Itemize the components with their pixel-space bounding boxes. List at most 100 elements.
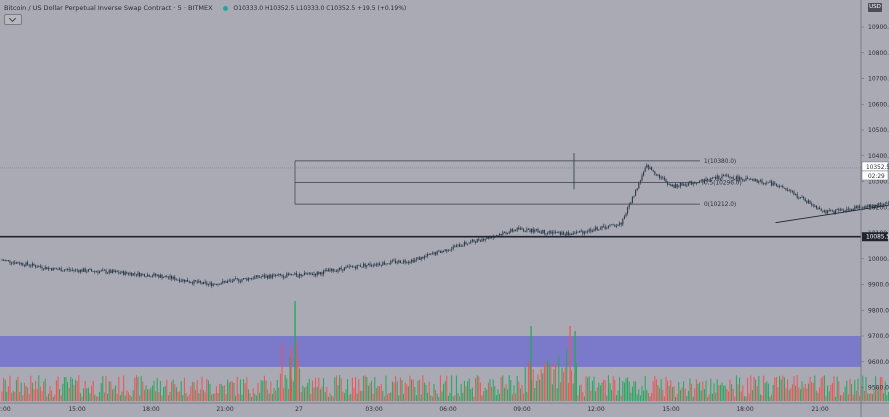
symbol-title[interactable]: Bitcoin / US Dollar Perpetual Inverse Sw…	[4, 4, 213, 12]
candle-body	[353, 266, 355, 268]
candle-body	[123, 271, 125, 275]
candle-body	[236, 278, 238, 280]
candle-body	[415, 258, 417, 260]
volume-bar	[227, 379, 229, 401]
volume-bar	[881, 376, 883, 401]
volume-bar	[46, 396, 48, 401]
candle-body	[380, 265, 382, 266]
volume-bar	[447, 395, 449, 401]
candle-body	[715, 177, 717, 179]
candle-body	[291, 274, 293, 276]
candle-body	[431, 253, 433, 255]
volume-bar	[183, 377, 185, 401]
volume-bar	[39, 386, 41, 401]
candle-body	[308, 272, 310, 274]
volume-bar	[191, 381, 193, 401]
volume-bar	[415, 395, 417, 401]
volume-bar	[798, 387, 800, 401]
candle-body	[724, 174, 726, 176]
candle-body	[17, 262, 19, 264]
volume-bar	[470, 389, 472, 401]
candle-body	[23, 265, 25, 266]
candle-body	[110, 270, 112, 273]
candle-body	[871, 206, 873, 208]
candle-body	[67, 269, 69, 270]
volume-bar	[44, 378, 46, 401]
candle-body	[47, 267, 49, 270]
candle-body	[764, 183, 766, 184]
fibonacci-retracement[interactable]: 1(10380.0) 0.5(10296.0) 0(10212.0)	[294, 159, 742, 208]
candle-body	[502, 232, 504, 236]
candle-body	[195, 280, 197, 282]
candle-body	[95, 271, 97, 273]
time-axis[interactable]: 12:00 15:00 18:00 21:00 27 03:00 06:00 09:00 12:…	[0, 406, 829, 413]
supply-zone-rectangle[interactable]	[0, 336, 861, 367]
volume-bar	[452, 396, 454, 401]
candle-body	[843, 210, 845, 212]
candle-body	[446, 249, 448, 252]
candle-body	[219, 283, 221, 285]
price-axis[interactable]: 10900.0 10800.0 10700.0 10600.0 10500.0 10400…	[861, 24, 889, 392]
volume-bar	[876, 386, 878, 401]
candle-body	[435, 252, 437, 255]
volume-bar	[583, 396, 585, 401]
candle-body	[548, 230, 550, 233]
volume-bar	[503, 387, 505, 401]
volume-bar	[286, 378, 288, 401]
volume-bar	[766, 381, 768, 401]
time-tick-label: 06:00	[439, 406, 456, 413]
candle-body	[166, 276, 168, 278]
trendline[interactable]	[775, 158, 889, 224]
volume-bar	[646, 390, 648, 401]
volume-bar	[103, 392, 105, 401]
volume-bar	[659, 388, 661, 401]
candle-body	[342, 269, 344, 271]
candle-body	[609, 224, 611, 226]
candle-body	[684, 184, 686, 186]
volume-bar	[862, 375, 864, 401]
volume-bar	[537, 374, 539, 401]
volume-bar	[563, 372, 565, 401]
volume-bar	[467, 381, 469, 401]
candle-body	[839, 209, 841, 211]
ohlc-values: O10333.0 H10352.5 L10333.0 C10352.5 +19.…	[233, 4, 407, 12]
volume-bar	[830, 384, 832, 401]
currency-badge[interactable]: USD	[868, 3, 882, 12]
candle-body	[439, 250, 441, 253]
volume-bar	[23, 382, 25, 401]
volume-bar	[369, 383, 371, 401]
candle-body	[547, 232, 549, 234]
volume-bar	[764, 383, 766, 401]
volume-bar	[532, 369, 534, 401]
volume-bar	[483, 391, 485, 401]
candle-body	[323, 270, 325, 275]
candle-body	[254, 276, 256, 279]
candle-body	[289, 274, 291, 275]
volume-bar	[105, 375, 107, 401]
volume-bar	[675, 396, 677, 401]
volume-bar	[665, 376, 667, 401]
volume-bar	[507, 389, 509, 401]
volume-bar	[551, 384, 553, 401]
volume-bar	[38, 375, 40, 401]
volume-bar	[707, 396, 709, 401]
volume-bar	[577, 395, 579, 401]
candle-body	[233, 278, 235, 282]
candle-body	[527, 229, 529, 230]
volume-bar	[51, 390, 53, 401]
candle-body	[177, 279, 179, 281]
candle-body	[886, 203, 888, 205]
candle-body	[556, 232, 558, 233]
volume-bar	[60, 395, 62, 401]
volume-bar	[795, 385, 797, 401]
candle-body	[739, 177, 741, 181]
candle-body	[121, 271, 123, 273]
candle-body	[227, 281, 229, 283]
volume-bar	[535, 380, 537, 401]
volume-bar	[790, 387, 792, 401]
collapse-legend-button[interactable]	[4, 14, 22, 25]
candle-body	[191, 282, 193, 284]
volume-bar	[108, 381, 110, 401]
volume-bar	[631, 386, 633, 401]
